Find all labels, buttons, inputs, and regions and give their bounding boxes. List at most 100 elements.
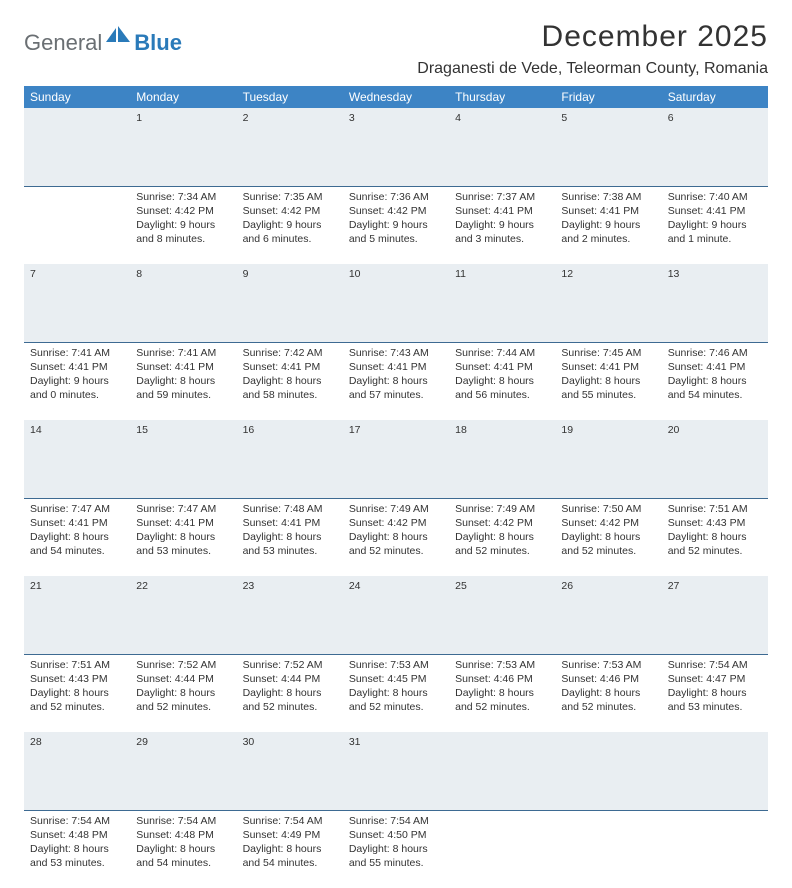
day-cell: Sunrise: 7:46 AMSunset: 4:41 PMDaylight:… — [662, 342, 768, 420]
day-number: 1 — [130, 108, 236, 186]
day-number: 31 — [343, 732, 449, 810]
day-number — [662, 732, 768, 810]
day-cell-line: Sunrise: 7:45 AM — [561, 346, 655, 360]
day-cell-line: Sunrise: 7:40 AM — [668, 190, 762, 204]
title-block: December 2025 Draganesti de Vede, Teleor… — [417, 20, 768, 78]
day-header: Tuesday — [237, 86, 343, 108]
day-cell-line: Sunrise: 7:53 AM — [455, 658, 549, 672]
header: General Blue December 2025 Draganesti de… — [24, 20, 768, 78]
day-number: 23 — [237, 576, 343, 654]
day-cell-line: Sunset: 4:41 PM — [30, 360, 124, 374]
day-cell-line: and 5 minutes. — [349, 232, 443, 246]
day-number: 7 — [24, 264, 130, 342]
day-cell-line: and 52 minutes. — [455, 700, 549, 714]
day-number: 3 — [343, 108, 449, 186]
day-cell: Sunrise: 7:51 AMSunset: 4:43 PMDaylight:… — [662, 498, 768, 576]
day-cell-line: Daylight: 8 hours — [243, 842, 337, 856]
day-header: Thursday — [449, 86, 555, 108]
day-cell-line: and 52 minutes. — [455, 544, 549, 558]
content-row: Sunrise: 7:51 AMSunset: 4:43 PMDaylight:… — [24, 654, 768, 732]
day-cell-line: Daylight: 8 hours — [243, 530, 337, 544]
day-cell: Sunrise: 7:54 AMSunset: 4:48 PMDaylight:… — [24, 810, 130, 888]
daynum-row: 28293031 — [24, 732, 768, 810]
day-cell-line: Daylight: 8 hours — [455, 374, 549, 388]
day-cell-line: Sunrise: 7:51 AM — [668, 502, 762, 516]
day-cell-line: and 57 minutes. — [349, 388, 443, 402]
day-cell: Sunrise: 7:54 AMSunset: 4:50 PMDaylight:… — [343, 810, 449, 888]
daynum-row: 21222324252627 — [24, 576, 768, 654]
day-cell-line: and 53 minutes. — [136, 544, 230, 558]
day-cell-line: Sunset: 4:41 PM — [243, 516, 337, 530]
day-cell-line: Daylight: 9 hours — [668, 218, 762, 232]
day-cell: Sunrise: 7:41 AMSunset: 4:41 PMDaylight:… — [130, 342, 236, 420]
day-cell-line: Sunrise: 7:54 AM — [243, 814, 337, 828]
day-cell-line: Daylight: 9 hours — [349, 218, 443, 232]
day-header: Saturday — [662, 86, 768, 108]
day-cell: Sunrise: 7:43 AMSunset: 4:41 PMDaylight:… — [343, 342, 449, 420]
day-cell-line: Daylight: 9 hours — [561, 218, 655, 232]
day-cell-line: and 55 minutes. — [561, 388, 655, 402]
day-cell-line: Sunrise: 7:51 AM — [30, 658, 124, 672]
day-cell-line: Sunrise: 7:48 AM — [243, 502, 337, 516]
day-number: 24 — [343, 576, 449, 654]
day-cell-line: Sunrise: 7:47 AM — [136, 502, 230, 516]
day-cell-line: Sunset: 4:48 PM — [30, 828, 124, 842]
day-cell-line: and 54 minutes. — [136, 856, 230, 870]
day-number — [449, 732, 555, 810]
day-cell-line: and 52 minutes. — [30, 700, 124, 714]
day-cell-line: and 53 minutes. — [668, 700, 762, 714]
logo-text-general: General — [24, 30, 102, 56]
location-text: Draganesti de Vede, Teleorman County, Ro… — [417, 60, 768, 78]
day-cell-line: Sunset: 4:49 PM — [243, 828, 337, 842]
day-cell-line: and 2 minutes. — [561, 232, 655, 246]
day-cell-line: Daylight: 8 hours — [30, 686, 124, 700]
day-number: 21 — [24, 576, 130, 654]
day-cell-line: Sunset: 4:45 PM — [349, 672, 443, 686]
day-cell-line: and 53 minutes. — [243, 544, 337, 558]
day-cell-line: Daylight: 8 hours — [136, 530, 230, 544]
day-cell-line: Sunrise: 7:53 AM — [561, 658, 655, 672]
day-number: 4 — [449, 108, 555, 186]
day-cell: Sunrise: 7:54 AMSunset: 4:49 PMDaylight:… — [237, 810, 343, 888]
day-number: 13 — [662, 264, 768, 342]
day-header: Monday — [130, 86, 236, 108]
day-cell-line: Daylight: 9 hours — [243, 218, 337, 232]
day-cell-line: Daylight: 8 hours — [136, 374, 230, 388]
day-cell: Sunrise: 7:52 AMSunset: 4:44 PMDaylight:… — [237, 654, 343, 732]
day-cell: Sunrise: 7:47 AMSunset: 4:41 PMDaylight:… — [24, 498, 130, 576]
day-cell-line: Sunset: 4:41 PM — [455, 204, 549, 218]
day-number: 27 — [662, 576, 768, 654]
day-cell: Sunrise: 7:44 AMSunset: 4:41 PMDaylight:… — [449, 342, 555, 420]
day-cell-line: Daylight: 8 hours — [668, 530, 762, 544]
day-cell-line: Daylight: 8 hours — [561, 374, 655, 388]
day-cell-line: Daylight: 8 hours — [349, 374, 443, 388]
day-cell-line: Sunrise: 7:52 AM — [243, 658, 337, 672]
day-cell-line: Sunset: 4:41 PM — [136, 360, 230, 374]
day-header: Friday — [555, 86, 661, 108]
day-cell-line: Sunrise: 7:34 AM — [136, 190, 230, 204]
day-cell: Sunrise: 7:54 AMSunset: 4:48 PMDaylight:… — [130, 810, 236, 888]
day-cell-line: Daylight: 8 hours — [136, 686, 230, 700]
day-header: Sunday — [24, 86, 130, 108]
day-cell-line: and 53 minutes. — [30, 856, 124, 870]
day-cell-line: Sunrise: 7:47 AM — [30, 502, 124, 516]
day-number — [555, 732, 661, 810]
day-cell-line: and 52 minutes. — [668, 544, 762, 558]
daynum-row: 123456 — [24, 108, 768, 186]
day-number: 22 — [130, 576, 236, 654]
day-cell: Sunrise: 7:53 AMSunset: 4:46 PMDaylight:… — [555, 654, 661, 732]
day-cell-line: Sunrise: 7:42 AM — [243, 346, 337, 360]
day-cell: Sunrise: 7:52 AMSunset: 4:44 PMDaylight:… — [130, 654, 236, 732]
day-cell-line: Sunrise: 7:35 AM — [243, 190, 337, 204]
day-cell-line: Sunset: 4:42 PM — [349, 516, 443, 530]
day-number: 26 — [555, 576, 661, 654]
day-cell-line: Sunrise: 7:38 AM — [561, 190, 655, 204]
day-cell-line: Sunset: 4:41 PM — [668, 360, 762, 374]
day-cell-line: Sunrise: 7:54 AM — [30, 814, 124, 828]
logo-sail-icon — [106, 26, 132, 49]
day-cell-line: and 59 minutes. — [136, 388, 230, 402]
day-cell-line: Daylight: 8 hours — [668, 374, 762, 388]
day-cell — [555, 810, 661, 888]
day-cell: Sunrise: 7:42 AMSunset: 4:41 PMDaylight:… — [237, 342, 343, 420]
day-cell-line: Sunset: 4:42 PM — [349, 204, 443, 218]
